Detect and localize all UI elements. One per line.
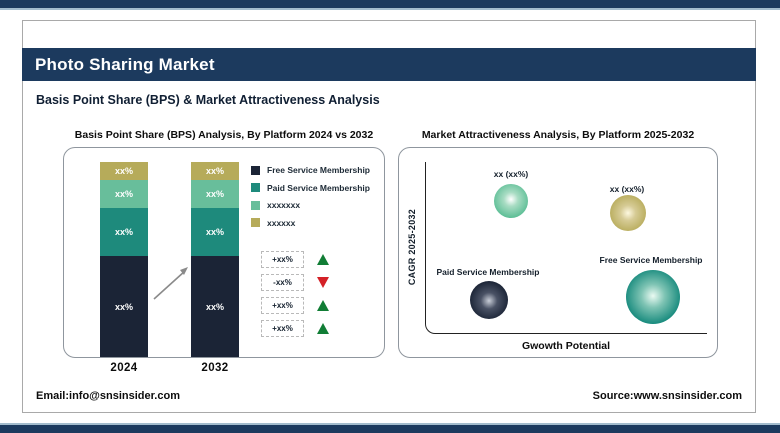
report-title: Photo Sharing Market: [35, 54, 215, 74]
legend-swatch-seafoam: [251, 200, 260, 210]
delta-up-icon: [317, 323, 329, 334]
stacked-bar-2032: xx% xx% xx% xx%: [191, 162, 239, 357]
bps-change-value: -xx%: [261, 274, 304, 291]
bubble-khaki: [610, 195, 646, 231]
x-tick-2032: 2032: [201, 362, 229, 374]
x-tick-2024: 2024: [110, 362, 138, 374]
legend-swatch-teal: [251, 183, 260, 192]
bar-segment-teal-2032: xx%: [191, 208, 239, 256]
stacked-bar-2024: xx% xx% xx% xx%: [100, 162, 148, 357]
bps-chart-panel: xx% xx% xx% xx% xx% xx% xx% xx%: [63, 147, 385, 358]
bps-change-value: +xx%: [261, 251, 304, 268]
legend-label: Free Service Membership: [267, 165, 370, 175]
bubble-label-seafoam: xx (xx%): [493, 169, 529, 179]
legend-label: Paid Service Membership: [267, 182, 370, 193]
bps-change-value: +xx%: [261, 297, 304, 314]
bubble-free-service: [626, 270, 680, 324]
delta-up-icon: [317, 254, 329, 265]
legend-swatch-navy: [251, 165, 260, 175]
legend-label: xxxxxxx: [267, 200, 301, 210]
bar-segment-khaki-2024: xx%: [100, 162, 148, 180]
bps-legend: Free Service Membership Paid Service Mem…: [251, 165, 370, 235]
y-axis-label: CAGR 2025-2032: [407, 208, 417, 286]
legend-item: xxxxxxx: [251, 200, 370, 210]
bubble-seafoam: [494, 184, 528, 218]
bps-chart-title: Basis Point Share (BPS) Analysis, By Pla…: [74, 129, 374, 141]
segment-value: xx%: [114, 227, 133, 237]
legend-item: xxxxxx: [251, 218, 370, 228]
bar-segment-seafoam-2032: xx%: [191, 180, 239, 208]
segment-value: xx%: [114, 189, 133, 199]
x-axis-label: Gwowth Potential: [521, 340, 611, 352]
top-accent-bar: [0, 0, 780, 10]
legend-item: Free Service Membership: [251, 165, 370, 175]
bps-change-row: +xx%: [261, 251, 329, 268]
report-title-bar: Photo Sharing Market: [22, 48, 756, 81]
segment-value: xx%: [205, 166, 224, 176]
bps-change-row: +xx%: [261, 297, 329, 314]
trend-arrow-icon: [153, 267, 188, 300]
bar-segment-khaki-2032: xx%: [191, 162, 239, 180]
segment-value: xx%: [114, 301, 133, 312]
bar-segment-navy-2024: xx%: [100, 256, 148, 357]
footer-source: Source:www.snsinsider.com: [592, 390, 742, 402]
attractiveness-chart-title: Market Attractiveness Analysis, By Platf…: [421, 129, 695, 141]
bubble-paid-service: [470, 281, 508, 319]
bubble-label-free-service: Free Service Membership: [599, 255, 703, 265]
bps-change-list: +xx% -xx% +xx% +xx%: [261, 251, 329, 343]
bps-change-value: +xx%: [261, 320, 304, 337]
segment-value: xx%: [114, 166, 133, 176]
bar-segment-navy-2032: xx%: [191, 256, 239, 357]
bar-segment-teal-2024: xx%: [100, 208, 148, 256]
footer-email: Email:info@snsinsider.com: [36, 390, 180, 402]
bubble-label-paid-service: Paid Service Membership: [436, 267, 540, 277]
delta-down-icon: [317, 277, 329, 288]
legend-label: xxxxxx: [267, 217, 296, 228]
bps-change-row: +xx%: [261, 320, 329, 337]
bubble-label-khaki: xx (xx%): [609, 184, 645, 194]
bps-change-row: -xx%: [261, 274, 329, 291]
axis-lines: [425, 162, 707, 334]
segment-value: xx%: [205, 227, 224, 237]
delta-up-icon: [317, 300, 329, 311]
bar-segment-seafoam-2024: xx%: [100, 180, 148, 208]
attractiveness-chart-panel: CAGR 2025-2032 xx (xx%) xx (xx%) Paid Se…: [398, 147, 718, 358]
segment-value: xx%: [205, 189, 224, 199]
segment-value: xx%: [205, 301, 224, 312]
legend-item: Paid Service Membership: [251, 183, 370, 193]
legend-swatch-khaki: [251, 218, 260, 227]
report-subtitle: Basis Point Share (BPS) & Market Attract…: [36, 93, 380, 107]
bottom-accent-bar: [0, 423, 780, 433]
